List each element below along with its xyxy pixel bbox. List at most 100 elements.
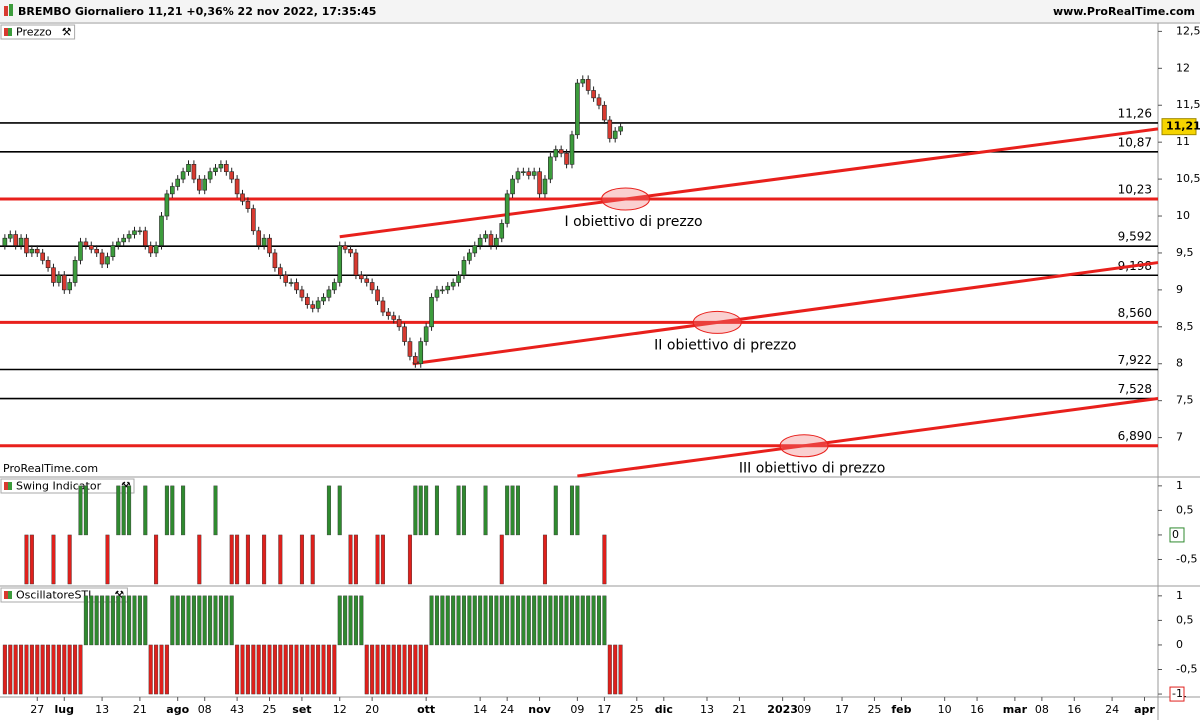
candle-body bbox=[553, 149, 559, 158]
indicator-bar bbox=[348, 595, 353, 646]
candle-body bbox=[61, 274, 67, 291]
candle-body bbox=[353, 252, 359, 276]
indicator-bar bbox=[467, 595, 472, 646]
y-tick-label: 9 bbox=[1176, 283, 1183, 296]
indicator-bar bbox=[299, 534, 304, 585]
candle-body bbox=[272, 252, 278, 269]
indicator-bar bbox=[429, 595, 434, 646]
panel-title: Swing Indicator bbox=[16, 480, 102, 493]
candle-body bbox=[13, 234, 18, 246]
candle-body bbox=[423, 326, 429, 342]
candle-body bbox=[299, 289, 305, 298]
indicator-bar bbox=[127, 595, 132, 646]
y-tick-label: 0,5 bbox=[1176, 613, 1194, 626]
y-tick-label: 12,5 bbox=[1176, 24, 1200, 37]
panel-icon bbox=[8, 28, 12, 36]
candle-body bbox=[24, 237, 29, 254]
candle-body bbox=[294, 282, 299, 291]
panel-header bbox=[0, 478, 135, 494]
indicator-bar bbox=[478, 595, 483, 646]
indicator-bar bbox=[569, 485, 574, 536]
candle-body bbox=[348, 248, 353, 254]
trend-line bbox=[339, 127, 1159, 239]
indicator-bar bbox=[380, 534, 385, 585]
x-tick-label: 13 bbox=[700, 703, 714, 716]
candle-body bbox=[467, 252, 472, 261]
indicator-bar bbox=[418, 485, 423, 536]
candle-body bbox=[564, 152, 569, 165]
candle-body bbox=[396, 319, 402, 328]
y-tick-label: 8 bbox=[1176, 357, 1183, 370]
candle-body bbox=[51, 267, 56, 283]
indicator-bar bbox=[40, 644, 45, 695]
indicator-bar bbox=[461, 485, 466, 536]
indicator-bar bbox=[121, 485, 126, 536]
indicator-bar bbox=[397, 644, 402, 695]
indicator-bar bbox=[424, 485, 429, 536]
candle-body bbox=[402, 326, 407, 342]
indicator-bar bbox=[391, 644, 396, 695]
y-tick-label: 7 bbox=[1176, 431, 1183, 444]
trend-line bbox=[412, 261, 1159, 366]
indicator-bar bbox=[121, 595, 126, 646]
indicator-bar bbox=[613, 644, 618, 695]
indicator-bar bbox=[262, 534, 267, 585]
indicator-bar bbox=[407, 644, 412, 695]
x-tick-label: 24 bbox=[500, 703, 514, 716]
candle-body bbox=[72, 260, 78, 283]
y-tick-label: 0,5 bbox=[1176, 503, 1194, 516]
indicator-bar bbox=[353, 534, 358, 585]
indicator-bar bbox=[78, 644, 83, 695]
x-tick-label: 12 bbox=[333, 703, 347, 716]
x-tick-label: 16 bbox=[1067, 703, 1081, 716]
candle-body bbox=[461, 260, 467, 276]
panel-header bbox=[0, 24, 76, 40]
indicator-bar bbox=[143, 485, 148, 536]
candle-body bbox=[213, 167, 218, 173]
indicator-bar bbox=[591, 595, 596, 646]
indicator-bar bbox=[235, 644, 240, 695]
x-tick-label: ago bbox=[166, 703, 189, 716]
candle-body bbox=[602, 104, 607, 121]
x-tick-label: apr bbox=[1134, 703, 1155, 716]
indicator-bar bbox=[602, 595, 607, 646]
indicator-bar bbox=[299, 644, 304, 695]
site-link[interactable]: www.ProRealTime.com bbox=[1053, 5, 1195, 18]
indicator-bar bbox=[143, 595, 148, 646]
candle-body bbox=[191, 164, 197, 180]
settings-icon[interactable]: ⚒ bbox=[114, 589, 124, 602]
indicator-bar bbox=[515, 485, 520, 536]
indicator-bar bbox=[548, 595, 553, 646]
x-tick-label: 25 bbox=[263, 703, 277, 716]
candle-body bbox=[234, 178, 240, 195]
x-tick-label: set bbox=[292, 703, 311, 716]
candle-body bbox=[256, 230, 262, 246]
candle-body bbox=[267, 237, 272, 254]
indicator-bar bbox=[553, 595, 558, 646]
candle-body bbox=[148, 245, 153, 254]
settings-icon[interactable]: ⚒ bbox=[62, 26, 72, 39]
indicator-bar bbox=[35, 644, 40, 695]
candle-body bbox=[229, 171, 235, 180]
indicator-bar bbox=[510, 485, 515, 536]
indicator-bar bbox=[229, 595, 234, 646]
candle-body bbox=[504, 193, 510, 224]
indicator-bar bbox=[321, 644, 326, 695]
level-label: 10,23 bbox=[1118, 183, 1152, 197]
indicator-bar bbox=[413, 644, 418, 695]
candle-body bbox=[440, 289, 445, 292]
indicator-bar bbox=[607, 644, 612, 695]
candle-body bbox=[132, 230, 137, 235]
indicator-bar bbox=[537, 595, 542, 646]
indicator-bar bbox=[175, 595, 180, 646]
indicator-bar bbox=[159, 644, 164, 695]
candle-body bbox=[169, 186, 175, 195]
panel-icon bbox=[4, 482, 8, 490]
candle-body bbox=[450, 282, 456, 287]
candle-body bbox=[164, 193, 170, 217]
settings-icon[interactable]: ⚒ bbox=[121, 480, 131, 493]
indicator-bar bbox=[451, 595, 456, 646]
candle-body bbox=[142, 230, 148, 246]
candle-body bbox=[386, 311, 391, 317]
